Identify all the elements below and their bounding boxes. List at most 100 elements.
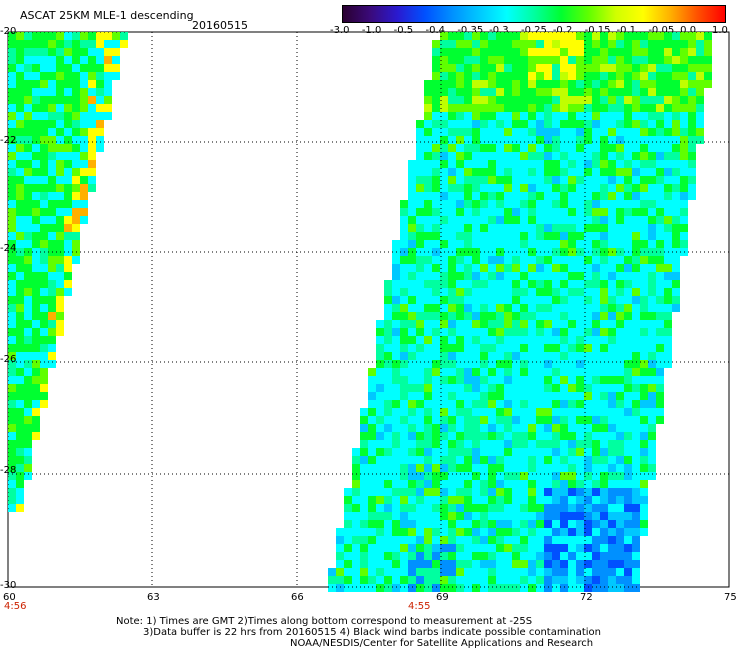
swath-cell bbox=[576, 88, 584, 96]
swath-cell bbox=[96, 56, 104, 64]
swath-cell bbox=[544, 576, 552, 584]
swath-cell bbox=[592, 240, 600, 248]
swath-cell bbox=[16, 448, 24, 456]
swath-cell bbox=[600, 336, 608, 344]
swath-cell bbox=[72, 104, 80, 112]
swath-cell bbox=[376, 408, 384, 416]
swath-cell bbox=[408, 368, 416, 376]
swath-cell bbox=[616, 584, 624, 592]
swath-cell bbox=[8, 144, 16, 152]
swath-cell bbox=[600, 424, 608, 432]
swath-cell bbox=[512, 368, 520, 376]
swath-cell bbox=[560, 384, 568, 392]
swath-cell bbox=[440, 184, 448, 192]
swath-cell bbox=[624, 56, 632, 64]
swath-cell bbox=[480, 176, 488, 184]
swath-cell bbox=[632, 464, 640, 472]
swath-cell bbox=[384, 464, 392, 472]
swath-cell bbox=[416, 576, 424, 584]
swath-cell bbox=[16, 360, 24, 368]
swath-cell bbox=[528, 152, 536, 160]
swath-cell bbox=[536, 104, 544, 112]
swath-cell bbox=[456, 360, 464, 368]
swath-cell bbox=[544, 480, 552, 488]
swath-cell bbox=[528, 368, 536, 376]
swath-cell bbox=[504, 192, 512, 200]
swath-cell bbox=[616, 408, 624, 416]
swath-cell bbox=[624, 104, 632, 112]
swath-cell bbox=[648, 296, 656, 304]
swath-cell bbox=[448, 184, 456, 192]
swath-cell bbox=[560, 336, 568, 344]
swath-cell bbox=[64, 192, 72, 200]
swath-cell bbox=[640, 496, 648, 504]
swath-cell bbox=[584, 360, 592, 368]
swath-cell bbox=[648, 200, 656, 208]
swath-cell bbox=[472, 352, 480, 360]
swath-cell bbox=[24, 344, 32, 352]
swath-cell bbox=[688, 136, 696, 144]
swath-cell bbox=[440, 40, 448, 48]
swath-cell bbox=[72, 192, 80, 200]
swath-cell bbox=[456, 128, 464, 136]
swath-cell bbox=[504, 296, 512, 304]
swath-cell bbox=[48, 280, 56, 288]
swath-cell bbox=[16, 424, 24, 432]
swath-cell bbox=[520, 528, 528, 536]
swath-cell bbox=[104, 104, 112, 112]
footer-note-1: Note: 1) Times are GMT 2)Times along bot… bbox=[116, 616, 533, 627]
swath-cell bbox=[448, 536, 456, 544]
swath-cell bbox=[608, 264, 616, 272]
swath-cell bbox=[440, 560, 448, 568]
swath-cell bbox=[568, 104, 576, 112]
swath-cell bbox=[480, 552, 488, 560]
swath-cell bbox=[504, 464, 512, 472]
swath-cell bbox=[40, 240, 48, 248]
swath-cell bbox=[488, 64, 496, 72]
swath-cell bbox=[656, 120, 664, 128]
swath-cell bbox=[480, 336, 488, 344]
swath-cell bbox=[32, 88, 40, 96]
swath-cell bbox=[504, 240, 512, 248]
swath-cell bbox=[648, 440, 656, 448]
swath-cell bbox=[504, 528, 512, 536]
swath-cell bbox=[376, 320, 384, 328]
swath-cell bbox=[608, 576, 616, 584]
swath-cell bbox=[616, 224, 624, 232]
swath-cell bbox=[584, 120, 592, 128]
swath-cell bbox=[440, 512, 448, 520]
swath-cell bbox=[480, 360, 488, 368]
swath-cell bbox=[544, 560, 552, 568]
swath-cell bbox=[424, 424, 432, 432]
swath-cell bbox=[536, 440, 544, 448]
swath-cell bbox=[576, 352, 584, 360]
swath-cell bbox=[16, 120, 24, 128]
swath-cell bbox=[528, 192, 536, 200]
swath-cell bbox=[640, 152, 648, 160]
swath-cell bbox=[600, 160, 608, 168]
swath-cell bbox=[408, 456, 416, 464]
swath-cell bbox=[560, 392, 568, 400]
swath-cell bbox=[672, 72, 680, 80]
swath-cell bbox=[64, 256, 72, 264]
swath-cell bbox=[552, 64, 560, 72]
swath-cell bbox=[616, 392, 624, 400]
swath-cell bbox=[600, 312, 608, 320]
swath-cell bbox=[456, 224, 464, 232]
swath-cell bbox=[488, 392, 496, 400]
swath-cell bbox=[448, 72, 456, 80]
swath-cell bbox=[616, 176, 624, 184]
swath-cell bbox=[8, 440, 16, 448]
swath-cell bbox=[600, 128, 608, 136]
swath-cell bbox=[584, 512, 592, 520]
swath-cell bbox=[552, 448, 560, 456]
swath-cell bbox=[608, 288, 616, 296]
swath-cell bbox=[544, 552, 552, 560]
swath-cell bbox=[568, 504, 576, 512]
swath-cell bbox=[496, 272, 504, 280]
swath-cell bbox=[568, 160, 576, 168]
swath-cell bbox=[592, 296, 600, 304]
swath-cell bbox=[608, 128, 616, 136]
swath-cell bbox=[480, 496, 488, 504]
swath-cell bbox=[72, 136, 80, 144]
